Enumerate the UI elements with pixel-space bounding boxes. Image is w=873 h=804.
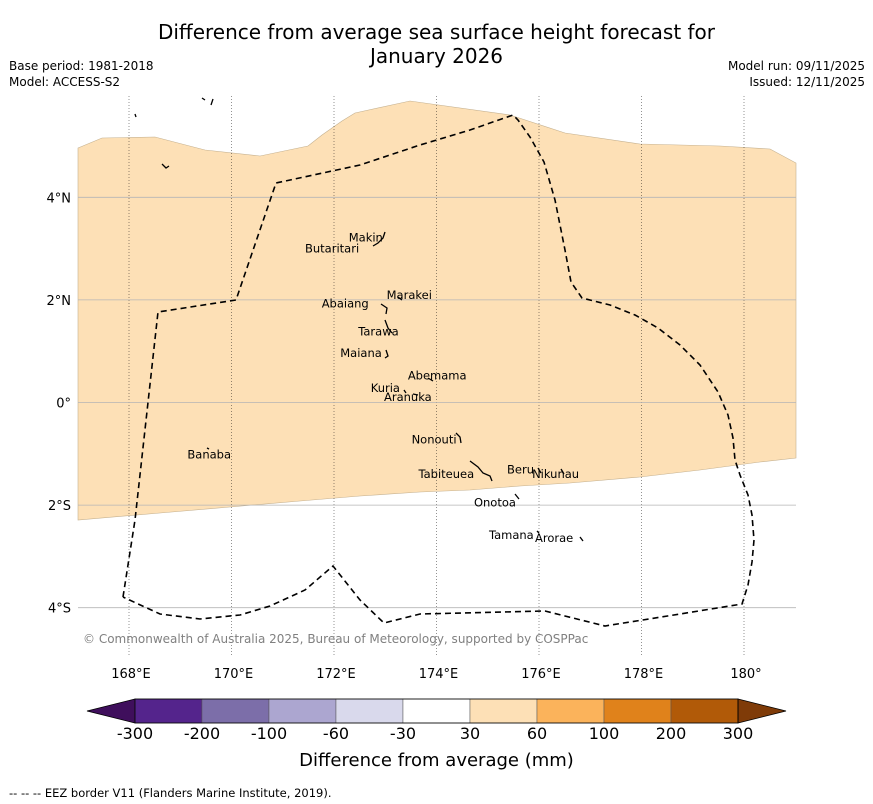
colorbar xyxy=(86,698,787,724)
meta-left: Base period: 1981-2018 Model: ACCESS-S2 xyxy=(9,58,154,90)
model-name: Model: ACCESS-S2 xyxy=(9,75,121,89)
island-label-butaritari: Butaritari xyxy=(305,241,359,255)
island-label-nikunau: Nikunau xyxy=(532,467,579,481)
island-label-onotoa: Onotoa xyxy=(474,495,516,509)
island-label-kuria: Kuria xyxy=(371,381,400,395)
island-label-tabiteuea: Tabiteuea xyxy=(418,467,475,481)
outline-islet-top-2 xyxy=(210,98,214,106)
island-label-arorae: Arorae xyxy=(535,531,573,545)
island-label-makin: Makin xyxy=(349,230,383,244)
colorbar-segment xyxy=(670,698,739,724)
island-label-abemama: Abemama xyxy=(408,368,467,382)
lon-tick-label: 172°E xyxy=(316,667,356,682)
outline-onotoa xyxy=(514,493,520,500)
colorbar-segment xyxy=(469,698,538,724)
outline-islet-nw-1 xyxy=(134,113,137,118)
island-label-aranuka: Aranuka xyxy=(384,390,432,404)
meta-right: Model run: 09/11/2025 Issued: 12/11/2025 xyxy=(728,58,865,90)
map-title: Difference from average sea surface heig… xyxy=(0,20,873,68)
axis-tick-labels: 168°E 170°E 172°E 174°E 176°E 178°E 180° 4°N 2°N… xyxy=(47,191,762,682)
colorbar-segment xyxy=(402,698,471,724)
lat-tick-label: 2°S xyxy=(48,499,71,514)
colorbar-tick-label: 200 xyxy=(655,724,687,743)
island-label-tarawa: Tarawa xyxy=(357,325,398,339)
outline-marakei xyxy=(397,296,403,301)
title-line-1: Difference from average sea surface heig… xyxy=(157,20,716,44)
outline-islet-nw-2 xyxy=(161,163,170,169)
lon-tick-label: 168°E xyxy=(111,667,151,682)
outline-makin-butaritari xyxy=(372,231,386,247)
colorbar-segment xyxy=(268,698,337,724)
outline-arorae xyxy=(579,536,584,542)
colorbar-tick-label: -200 xyxy=(183,724,221,743)
colorbar-tick-label: -60 xyxy=(322,724,350,743)
colorbar-segment xyxy=(201,698,270,724)
title-line-2: January 2026 xyxy=(369,44,504,68)
lon-tick-label: 170°E xyxy=(214,667,254,682)
lat-tick-label: 4°S xyxy=(48,602,71,617)
outline-tamana xyxy=(536,530,540,534)
eez-border-note: -- -- -- EEZ border V11 (Flanders Marine… xyxy=(9,786,332,800)
colorbar-segment xyxy=(335,698,404,724)
lat-tick-label: 2°N xyxy=(47,294,72,309)
colorbar-tick-label: 60 xyxy=(526,724,548,743)
model-run: Model run: 09/11/2025 xyxy=(727,59,865,73)
island-outlines xyxy=(134,97,584,542)
graticule xyxy=(78,96,796,656)
colorbar-segment xyxy=(536,698,605,724)
colorbar-tick-label: 300 xyxy=(722,724,754,743)
outline-nikunau xyxy=(560,468,565,475)
outline-tarawa xyxy=(384,319,393,334)
colorbar-frame xyxy=(134,698,739,724)
island-label-tamana: Tamana xyxy=(488,528,534,542)
anomaly-region-30-60 xyxy=(77,100,797,521)
copyright-notice: © Commonwealth of Australia 2025, Bureau… xyxy=(83,632,588,646)
lon-tick-label: 176°E xyxy=(521,667,561,682)
island-label-nonouti: Nonouti xyxy=(412,432,457,446)
colorbar-extend-high xyxy=(737,698,787,724)
outline-kuria-aranuka xyxy=(403,389,419,396)
colorbar-tick-label: 30 xyxy=(459,724,481,743)
lat-tick-label: 4°N xyxy=(47,191,72,206)
lat-tick-label: 0° xyxy=(56,397,71,412)
island-label-marakei: Marakei xyxy=(387,288,432,302)
outline-maiana xyxy=(384,349,389,359)
issued-date: Issued: 12/11/2025 xyxy=(749,75,865,89)
eez-border xyxy=(122,114,755,627)
outline-islet-top-1 xyxy=(201,97,206,101)
outline-tabiteuea xyxy=(469,460,493,482)
outline-abaiang xyxy=(380,303,388,315)
colorbar-tick-label: -100 xyxy=(250,724,288,743)
island-label-maiana: Maiana xyxy=(340,346,382,360)
outline-nonouti xyxy=(455,432,462,444)
colorbar-tick-label: -30 xyxy=(389,724,417,743)
colorbar-segment xyxy=(603,698,672,724)
island-label-abaiang: Abaiang xyxy=(322,297,369,311)
outline-abemama xyxy=(427,377,434,382)
colorbar-tick-label: 100 xyxy=(588,724,620,743)
island-label-banaba: Banaba xyxy=(187,448,231,462)
outline-banaba xyxy=(206,447,210,450)
colorbar-title: Difference from average (mm) xyxy=(299,750,574,771)
colorbar-extend-low xyxy=(86,698,136,724)
lon-tick-label: 178°E xyxy=(624,667,664,682)
colorbar-tick-label: -300 xyxy=(116,724,154,743)
lon-tick-label: 174°E xyxy=(419,667,459,682)
colorbar-segment xyxy=(134,698,203,724)
lon-tick-label: 180° xyxy=(730,667,761,682)
outline-beru xyxy=(537,467,542,474)
island-label-beru: Beru xyxy=(507,463,534,477)
base-period: Base period: 1981-2018 xyxy=(9,59,154,73)
